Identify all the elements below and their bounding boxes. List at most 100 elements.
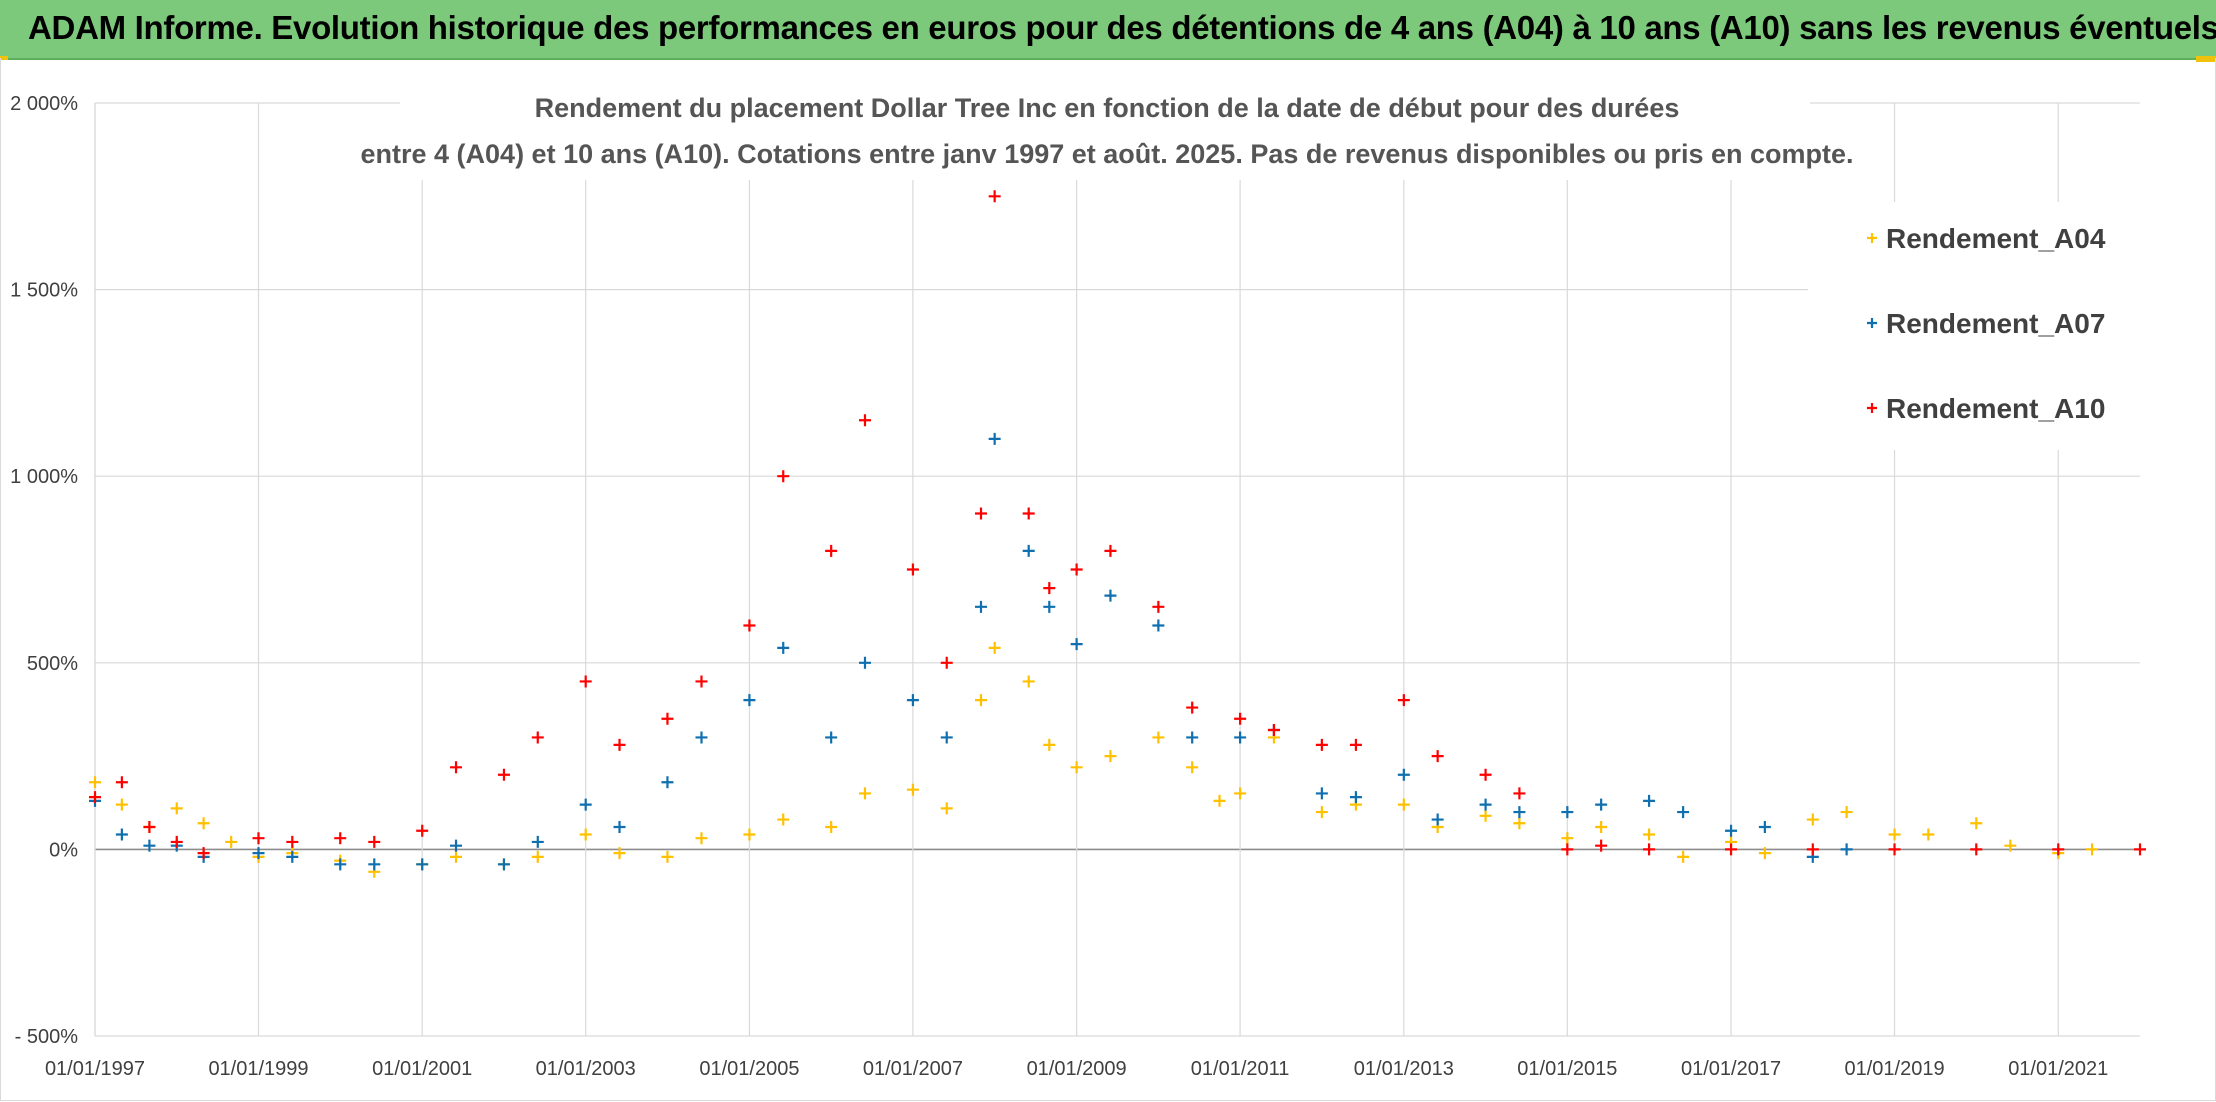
data-point <box>1643 843 1656 856</box>
data-point <box>1397 694 1410 707</box>
data-point <box>497 768 510 781</box>
data-point <box>1022 675 1035 688</box>
x-tick-label: 01/01/1999 <box>208 1058 308 1080</box>
chart-title-background <box>400 88 1810 180</box>
data-point <box>1677 850 1690 863</box>
data-point <box>1677 806 1690 819</box>
data-point <box>1513 806 1526 819</box>
data-point <box>974 507 987 520</box>
data-point <box>661 712 674 725</box>
data-point <box>1397 798 1410 811</box>
legend-label: Rendement_A07 <box>1886 308 2105 339</box>
data-point <box>1840 806 1853 819</box>
x-tick-label: 01/01/2003 <box>536 1058 636 1080</box>
data-point <box>1267 723 1280 736</box>
data-point <box>416 858 429 871</box>
data-point <box>906 694 919 707</box>
data-point <box>1561 843 1574 856</box>
data-point <box>531 835 544 848</box>
data-point <box>2086 843 2099 856</box>
data-point <box>1043 582 1056 595</box>
data-point <box>613 821 626 834</box>
data-point <box>1595 798 1608 811</box>
data-point <box>531 731 544 744</box>
data-point <box>1643 828 1656 841</box>
data-point <box>1513 817 1526 830</box>
data-point <box>1234 712 1247 725</box>
legend-marker <box>1867 403 1877 413</box>
data-point <box>661 850 674 863</box>
x-tick-label: 01/01/2013 <box>1354 1058 1454 1080</box>
data-point <box>743 619 756 632</box>
data-point <box>334 832 347 845</box>
banner-accent-left <box>0 56 8 60</box>
data-point <box>825 544 838 557</box>
report-banner: ADAM Informe. Evolution historique des p… <box>0 0 2216 60</box>
data-point <box>613 847 626 860</box>
y-tick-label: - 500% <box>15 1026 79 1048</box>
data-point <box>197 817 210 830</box>
data-point <box>579 798 592 811</box>
data-point <box>1213 794 1226 807</box>
data-point <box>743 694 756 707</box>
data-point <box>1022 507 1035 520</box>
data-point <box>695 675 708 688</box>
chart-title-line-2: entre 4 (A04) et 10 ans (A10). Cotations… <box>361 139 1854 169</box>
data-point <box>197 847 210 860</box>
x-tick-label: 01/01/2019 <box>1844 1058 1944 1080</box>
data-point <box>1431 813 1444 826</box>
data-point <box>1397 768 1410 781</box>
legend-background <box>1808 202 2140 450</box>
data-point <box>1479 798 1492 811</box>
data-point <box>368 858 381 871</box>
data-point <box>1070 563 1083 576</box>
data-point <box>1070 761 1083 774</box>
data-point <box>974 694 987 707</box>
data-point <box>1104 750 1117 763</box>
data-point <box>1186 761 1199 774</box>
y-tick-label: 500% <box>27 653 78 675</box>
data-point <box>1806 813 1819 826</box>
banner-accent-right <box>2196 56 2216 62</box>
data-point <box>695 731 708 744</box>
data-point <box>1070 638 1083 651</box>
data-point <box>252 832 265 845</box>
data-point <box>1043 738 1056 751</box>
y-tick-label: 2 000% <box>10 93 78 115</box>
data-point <box>115 828 128 841</box>
data-point <box>1643 794 1656 807</box>
data-point <box>1806 843 1819 856</box>
data-point <box>1725 843 1738 856</box>
data-point <box>1152 600 1165 613</box>
data-point <box>450 839 463 852</box>
data-point <box>1043 600 1056 613</box>
x-tick-label: 01/01/2009 <box>1027 1058 1127 1080</box>
data-point <box>1152 731 1165 744</box>
data-point <box>416 824 429 837</box>
data-point <box>115 776 128 789</box>
data-point <box>988 641 1001 654</box>
data-point <box>368 835 381 848</box>
data-point <box>1152 619 1165 632</box>
data-point <box>115 798 128 811</box>
data-point <box>1595 821 1608 834</box>
data-point <box>450 850 463 863</box>
data-point <box>1315 738 1328 751</box>
legend-marker <box>1867 233 1877 243</box>
series-Rendement_A04 <box>89 641 2099 878</box>
y-tick-label: 0% <box>49 839 78 861</box>
data-point <box>2134 843 2146 856</box>
data-point <box>695 832 708 845</box>
data-point <box>1888 828 1901 841</box>
data-point <box>940 802 953 815</box>
data-point <box>1561 832 1574 845</box>
data-point <box>497 858 510 871</box>
data-point <box>613 738 626 751</box>
y-tick-label: 1 000% <box>10 466 78 488</box>
legend-label: Rendement_A10 <box>1886 393 2105 424</box>
data-point <box>1431 750 1444 763</box>
data-point <box>1479 768 1492 781</box>
data-point <box>1186 731 1199 744</box>
data-point <box>777 641 790 654</box>
chart-title-line-1: Rendement du placement Dollar Tree Inc e… <box>535 93 1680 123</box>
